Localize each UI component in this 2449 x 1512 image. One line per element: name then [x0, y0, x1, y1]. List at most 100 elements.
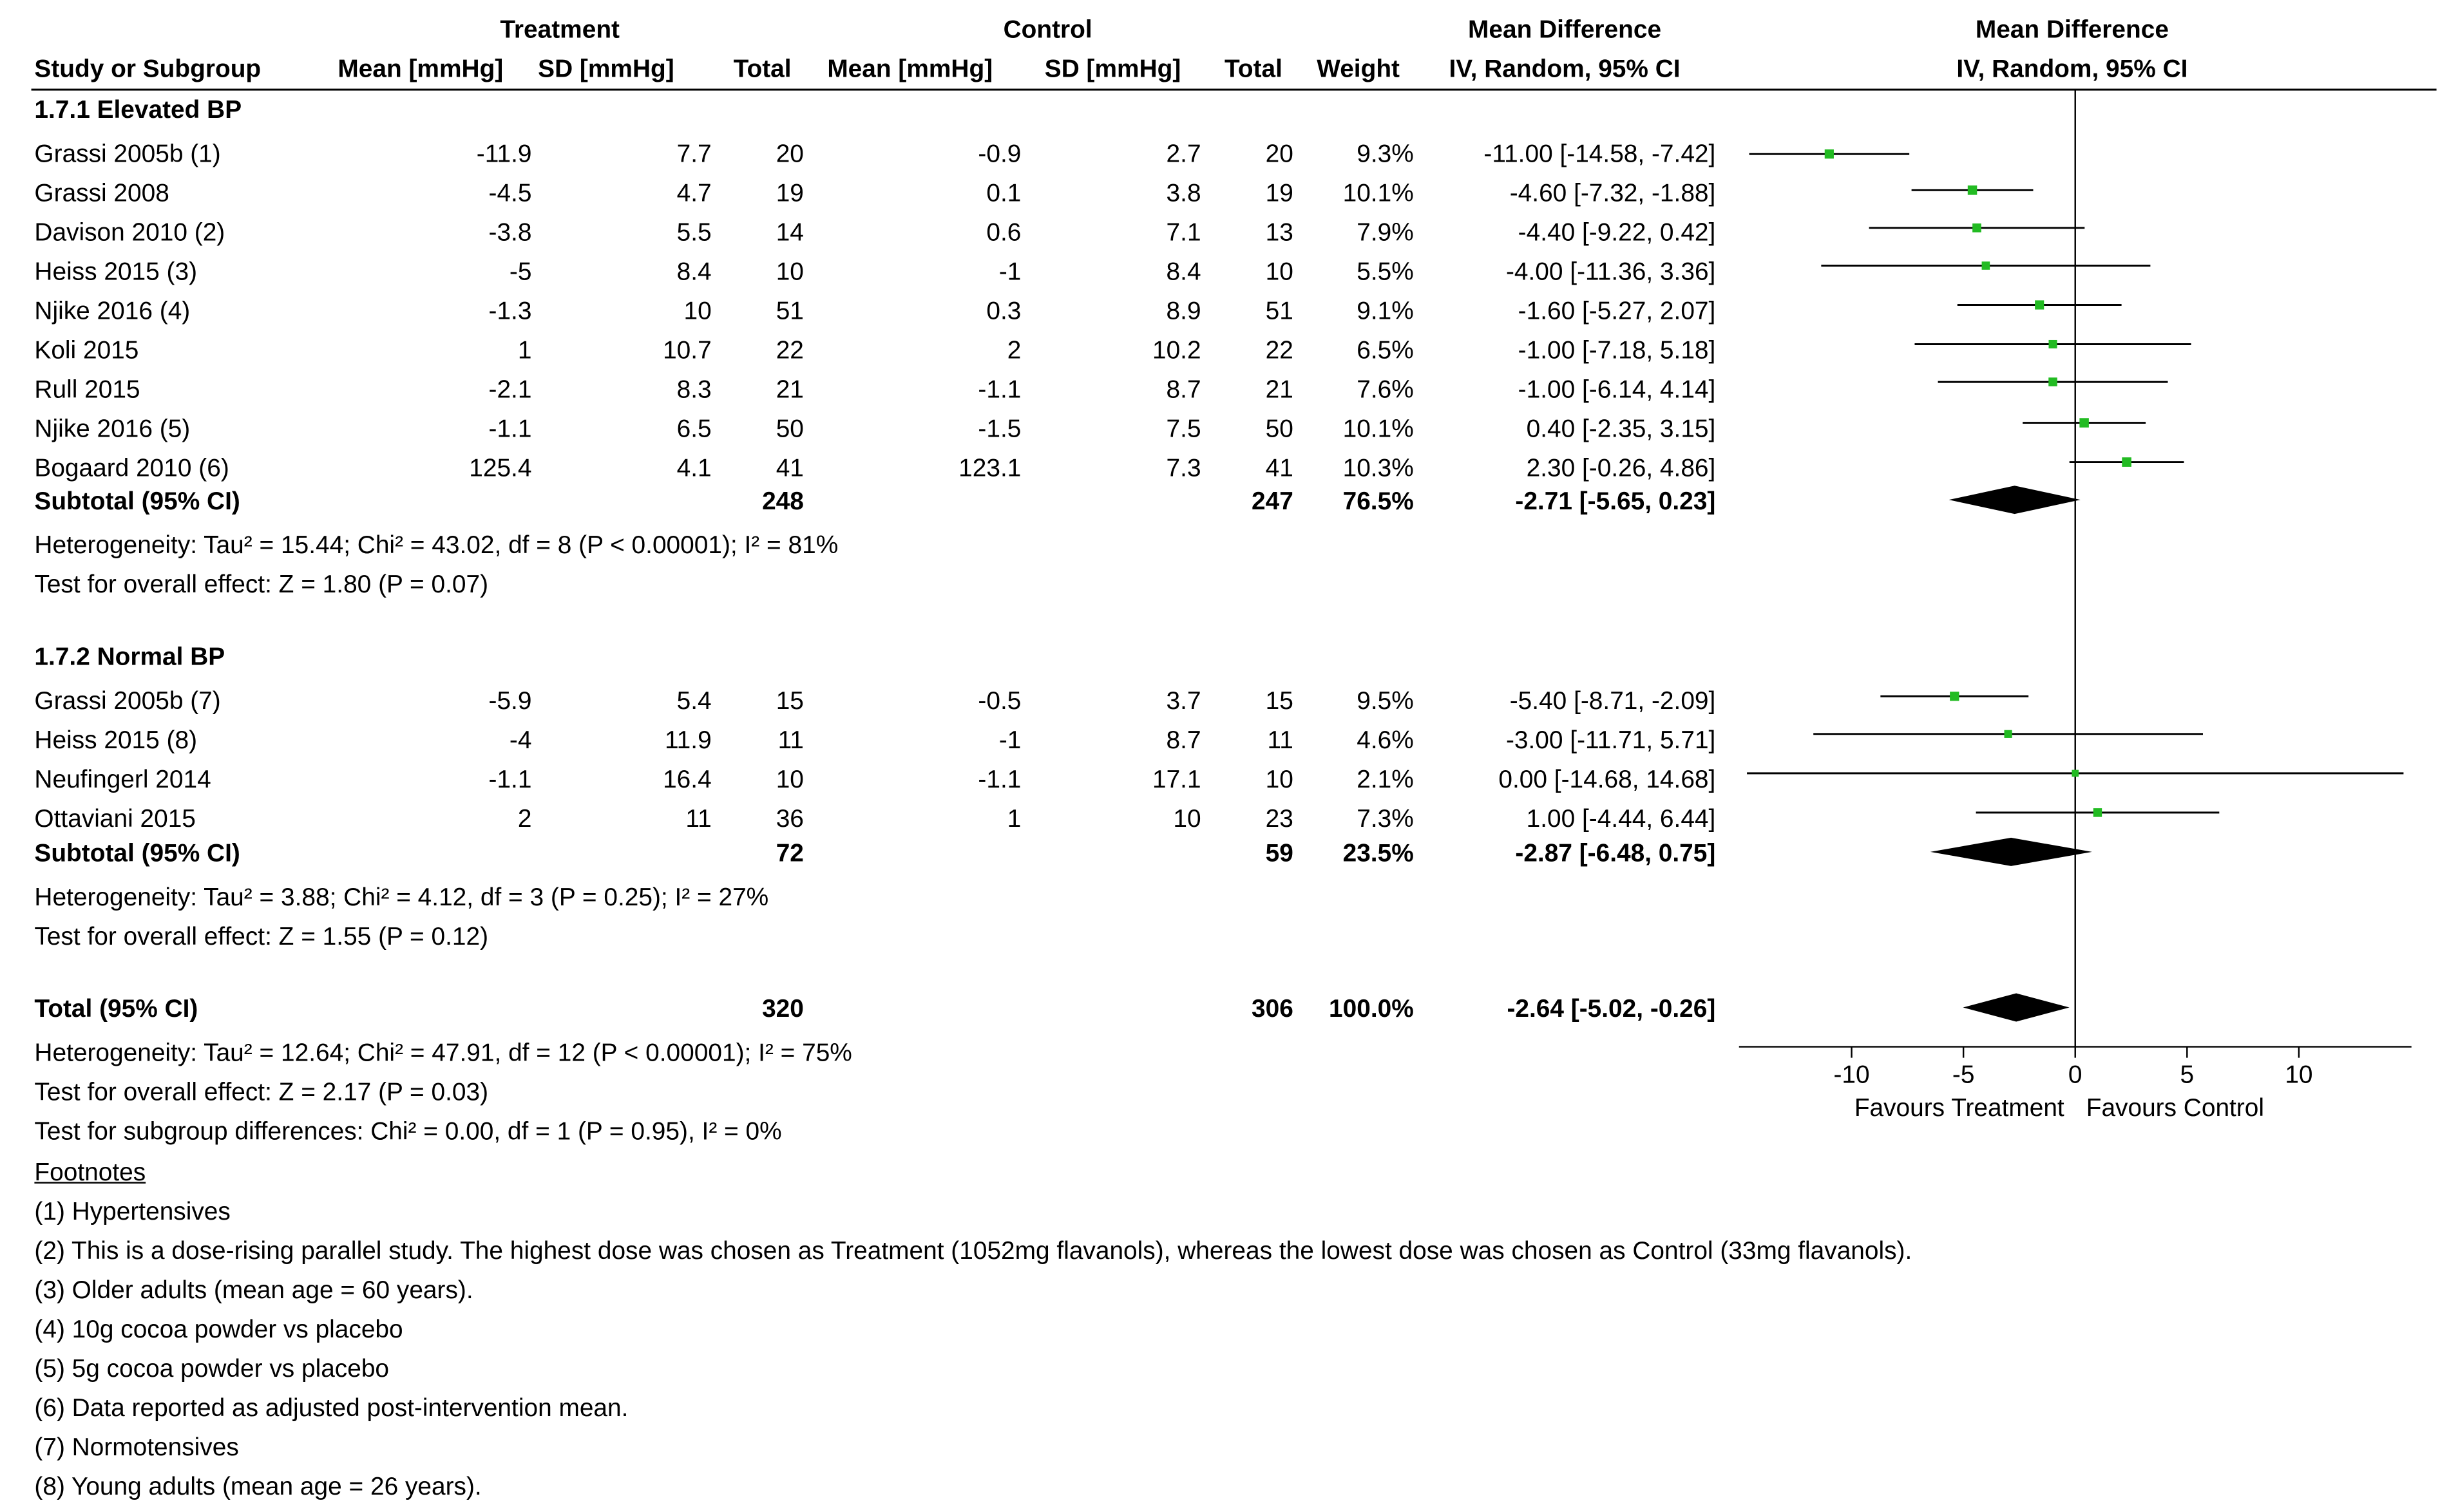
- control-total: 41: [1265, 455, 1293, 483]
- study-name: Grassi 2005b (1): [34, 141, 221, 169]
- treatment-mean: 125.4: [469, 455, 532, 483]
- control-sd: 8.7: [1166, 377, 1201, 404]
- heterogeneity-text: Heterogeneity: Tau² = 3.88; Chi² = 4.12,…: [34, 885, 769, 912]
- study-name: Ottaviani 2015: [34, 806, 196, 833]
- treatment-mean: 2: [517, 806, 532, 833]
- total-overall-effect-text: Test for overall effect: Z = 2.17 (P = 0…: [34, 1079, 489, 1107]
- total-control-total: 306: [1251, 996, 1293, 1023]
- subtotal-treatment-total: 72: [776, 840, 804, 868]
- study-marker: [1972, 223, 1981, 232]
- md-group-header-left: Mean Difference: [1468, 17, 1662, 44]
- control-mean: -1.5: [978, 416, 1022, 444]
- control-mean: -0.5: [978, 688, 1022, 715]
- treatment-sd: 5.5: [676, 220, 712, 247]
- treatment-total: 22: [776, 337, 804, 365]
- x-tick-label: -10: [1833, 1061, 1869, 1089]
- weight-value: 7.9%: [1357, 220, 1414, 247]
- weight-value: 9.3%: [1357, 141, 1414, 169]
- control-mean: 0.1: [986, 180, 1022, 208]
- study-marker: [2093, 808, 2102, 817]
- control-total: 50: [1265, 416, 1293, 444]
- footnotes-title: Footnotes: [34, 1160, 146, 1187]
- weight-value: 4.6%: [1357, 728, 1414, 755]
- weight-value: 2.1%: [1357, 767, 1414, 794]
- total-treatment-total: 320: [762, 996, 804, 1023]
- footnote-item: (4) 10g cocoa powder vs placebo: [34, 1317, 403, 1344]
- control-total: 23: [1265, 806, 1293, 833]
- control-total: 11: [1267, 728, 1293, 755]
- control-sd: 2.7: [1166, 141, 1201, 169]
- study-name: Grassi 2008: [34, 180, 169, 208]
- treatment-total: 50: [776, 416, 804, 444]
- weight-value: 10.1%: [1342, 416, 1414, 444]
- control-group-header: Control: [1003, 17, 1092, 44]
- col-control-total: Total: [1224, 56, 1282, 84]
- study-marker: [2035, 300, 2044, 310]
- footnote-item: (3) Older adults (mean age = 60 years).: [34, 1278, 473, 1305]
- study-marker: [2072, 770, 2079, 777]
- control-mean: 1: [1007, 806, 1022, 833]
- treatment-mean: -1.1: [488, 767, 532, 794]
- footnote-item: (1) Hypertensives: [34, 1199, 231, 1226]
- subtotal-control-total: 247: [1251, 489, 1293, 516]
- study-name: Bogaard 2010 (6): [34, 455, 229, 483]
- treatment-total: 11: [777, 728, 804, 755]
- treatment-total: 19: [776, 180, 804, 208]
- ci-value: 0.40 [-2.35, 3.15]: [1526, 416, 1716, 444]
- weight-value: 9.5%: [1357, 688, 1414, 715]
- control-total: 19: [1265, 180, 1293, 208]
- weight-value: 10.3%: [1342, 455, 1414, 483]
- control-mean: -1.1: [978, 767, 1022, 794]
- control-mean: 0.3: [986, 298, 1022, 326]
- subtotal-label: Subtotal (95% CI): [34, 840, 240, 868]
- col-study: Study or Subgroup: [34, 56, 262, 84]
- study-name: Neufingerl 2014: [34, 767, 211, 794]
- x-tick-label: -5: [1952, 1061, 1975, 1089]
- treatment-sd: 11.9: [664, 728, 712, 755]
- control-total: 10: [1265, 259, 1293, 287]
- overall-effect-text: Test for overall effect: Z = 1.80 (P = 0…: [34, 572, 489, 599]
- weight-value: 6.5%: [1357, 337, 1414, 365]
- control-sd: 8.4: [1166, 259, 1201, 287]
- treatment-sd: 7.7: [676, 141, 712, 169]
- ci-value: 1.00 [-4.44, 6.44]: [1526, 806, 1716, 833]
- control-total: 51: [1265, 298, 1293, 326]
- treatment-sd: 16.4: [663, 767, 712, 794]
- overall-effect-text: Test for overall effect: Z = 1.55 (P = 0…: [34, 924, 489, 951]
- total-label: Total (95% CI): [34, 996, 198, 1023]
- subtotal-treatment-total: 248: [762, 489, 804, 516]
- favours-treatment-label: Favours Treatment: [1854, 1094, 2064, 1122]
- control-sd: 3.7: [1166, 688, 1201, 715]
- ci-value: -1.60 [-5.27, 2.07]: [1518, 298, 1716, 326]
- study-marker: [1824, 149, 1834, 159]
- study-marker: [1967, 185, 1977, 195]
- treatment-mean: -11.9: [476, 141, 532, 169]
- col-ci-left: IV, Random, 95% CI: [1449, 56, 1681, 84]
- footnote-item: (2) This is a dose-rising parallel study…: [34, 1238, 1912, 1265]
- control-mean: 123.1: [958, 455, 1022, 483]
- study-marker: [2122, 457, 2131, 467]
- col-treatment-mean: Mean [mmHg]: [338, 56, 504, 84]
- control-sd: 8.9: [1166, 298, 1201, 326]
- treatment-sd: 10: [683, 298, 712, 326]
- footnote-item: (7) Normotensives: [34, 1435, 239, 1462]
- subgroup-title: 1.7.2 Normal BP: [34, 644, 225, 672]
- treatment-total: 10: [776, 259, 804, 287]
- study-marker: [1981, 261, 1990, 270]
- study-marker: [2048, 377, 2057, 386]
- footnote-item: (5) 5g cocoa powder vs placebo: [34, 1356, 390, 1383]
- total-ci: -2.64 [-5.02, -0.26]: [1507, 996, 1716, 1023]
- treatment-total: 36: [776, 806, 804, 833]
- control-total: 20: [1265, 141, 1293, 169]
- subtotal-ci: -2.87 [-6.48, 0.75]: [1515, 840, 1716, 868]
- treatment-mean: -3.8: [488, 220, 532, 247]
- favours-control-label: Favours Control: [2086, 1094, 2264, 1122]
- weight-value: 7.6%: [1357, 377, 1414, 404]
- treatment-total: 41: [776, 455, 804, 483]
- ci-value: -5.40 [-8.71, -2.09]: [1509, 688, 1716, 715]
- treatment-sd: 4.1: [676, 455, 712, 483]
- summary-diamond: [1949, 486, 2081, 515]
- treatment-sd: 8.4: [676, 259, 712, 287]
